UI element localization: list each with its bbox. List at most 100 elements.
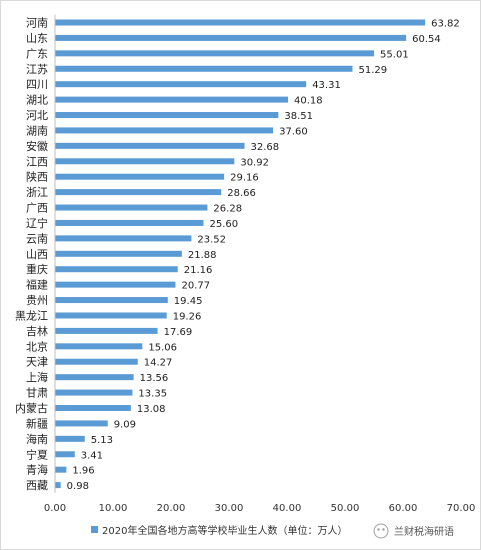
bar: [55, 374, 134, 381]
bar: [55, 343, 143, 350]
category-label: 河北: [26, 109, 48, 122]
bar: [55, 50, 375, 57]
category-label: 新疆: [26, 416, 48, 430]
watermark-icon-eye-right: [382, 528, 385, 531]
bar: [55, 204, 208, 211]
bar: [55, 327, 158, 334]
data-label: 13.35: [138, 389, 167, 400]
data-label: 9.09: [114, 419, 136, 430]
bar: [55, 358, 138, 365]
bar: [55, 420, 108, 427]
category-label: 吉林: [26, 324, 48, 338]
category-label: 四川: [26, 78, 48, 91]
category-label: 北京: [26, 339, 48, 353]
data-label: 26.28: [213, 204, 242, 215]
bar: [55, 96, 289, 103]
data-label: 55.01: [380, 49, 409, 60]
x-tick-label: 70.00: [447, 503, 476, 514]
bar: [55, 127, 274, 134]
category-label: 天津: [26, 356, 48, 369]
category-label: 辽宁: [26, 216, 48, 230]
data-label: 32.68: [251, 142, 280, 153]
category-label: 重庆: [26, 262, 48, 276]
category-label: 黑龙江: [15, 309, 48, 322]
x-tick-label: 40.00: [273, 503, 302, 514]
bar: [55, 451, 75, 458]
bar: [55, 281, 176, 288]
data-label: 60.54: [412, 34, 441, 45]
data-label: 1.96: [72, 466, 94, 477]
category-label: 江苏: [26, 63, 48, 76]
category-label: 江西: [26, 155, 48, 168]
data-label: 0.98: [67, 481, 89, 492]
category-label: 山西: [26, 248, 48, 261]
bar: [55, 158, 235, 165]
bar: [55, 389, 133, 396]
category-label: 内蒙古: [15, 401, 48, 415]
category-label: 甘肃: [26, 387, 48, 400]
category-label: 湖北: [26, 94, 48, 107]
category-label: 福建: [26, 278, 48, 292]
data-label: 5.13: [91, 435, 113, 446]
watermark-icon-eye-left: [377, 528, 380, 531]
data-label: 25.60: [209, 219, 238, 230]
bar: [55, 312, 167, 319]
bar: [55, 65, 353, 72]
category-label: 海南: [26, 432, 48, 446]
category-label: 浙江: [26, 186, 48, 199]
data-label: 21.88: [188, 250, 217, 261]
category-label: 上海: [26, 370, 48, 384]
bar: [55, 112, 279, 119]
category-label: 陕西: [26, 170, 48, 184]
category-label: 贵州: [26, 294, 48, 307]
category-label: 广西: [26, 202, 48, 215]
x-tick-label: 30.00: [215, 503, 244, 514]
data-label: 30.92: [240, 157, 269, 168]
bar: [55, 250, 182, 257]
data-label: 15.06: [148, 342, 177, 353]
data-label: 13.56: [140, 373, 169, 384]
data-label: 28.66: [227, 188, 256, 199]
bar: [55, 266, 178, 273]
data-label: 17.69: [164, 327, 193, 338]
data-label: 14.27: [144, 358, 173, 369]
bar: [55, 34, 407, 41]
data-label: 23.52: [197, 234, 226, 245]
category-labels: 河南山东广东江苏四川湖北河北湖南安徽江西陕西浙江广西辽宁云南山西重庆福建贵州黑龙…: [15, 17, 48, 493]
data-label: 43.31: [312, 80, 341, 91]
bar: [55, 81, 307, 88]
x-tick-label: 0.00: [44, 503, 66, 514]
data-label: 63.82: [431, 19, 460, 30]
data-label: 40.18: [294, 96, 323, 107]
category-label: 安徽: [26, 139, 48, 153]
legend-swatch: [91, 526, 98, 533]
watermark-text: 兰财税海研语: [394, 525, 454, 538]
data-label: 37.60: [279, 126, 308, 137]
watermark-icon: [373, 523, 389, 539]
x-tick-label: 20.00: [157, 503, 186, 514]
data-label: 19.26: [173, 311, 202, 322]
data-label: 38.51: [284, 111, 313, 122]
data-label: 21.16: [184, 265, 213, 276]
bar: [55, 173, 225, 180]
bar: [55, 189, 222, 196]
x-tick-label: 60.00: [389, 503, 418, 514]
data-label: 20.77: [181, 281, 210, 292]
bar: [55, 142, 245, 149]
bar: [55, 235, 192, 242]
data-label: 51.29: [358, 65, 387, 76]
bar: [55, 435, 85, 442]
data-label: 19.45: [174, 296, 203, 307]
bar: [55, 219, 204, 226]
bar: [55, 482, 61, 489]
bar: [55, 19, 426, 26]
category-label: 青海: [26, 463, 48, 477]
watermark: 兰财税海研语: [373, 523, 454, 539]
category-label: 西藏: [26, 479, 48, 492]
bar: [55, 297, 168, 304]
category-label: 云南: [26, 232, 48, 245]
bar: [55, 405, 131, 411]
